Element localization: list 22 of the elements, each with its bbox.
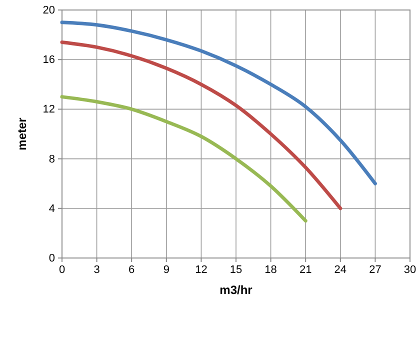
x-tick-label: 24 [334,264,347,276]
y-tick-label: 12 [42,104,55,116]
y-tick-label: 4 [48,202,55,215]
x-tick-label: 21 [299,264,312,276]
x-tick-label: 9 [163,264,170,276]
x-axis-title: m3/hr [220,283,253,297]
x-tick-label: 18 [264,264,277,276]
x-tick-label: 3 [94,264,100,276]
line-series [60,20,377,186]
line-series [60,95,308,223]
x-tick-label: 15 [230,264,242,276]
y-tick-label: 16 [42,54,55,66]
x-tick-label: 6 [128,264,135,276]
x-tick-label: 30 [404,264,416,276]
y-tick-label: 0 [48,252,55,265]
x-tick-label: 12 [195,264,208,276]
y-axis-title: meter [15,117,29,150]
x-tick-label: 0 [58,264,66,276]
x-tick-label: 27 [369,264,382,276]
y-tick-label: 8 [48,153,55,166]
y-tick-label: 20 [42,4,55,17]
line-series [60,40,342,210]
